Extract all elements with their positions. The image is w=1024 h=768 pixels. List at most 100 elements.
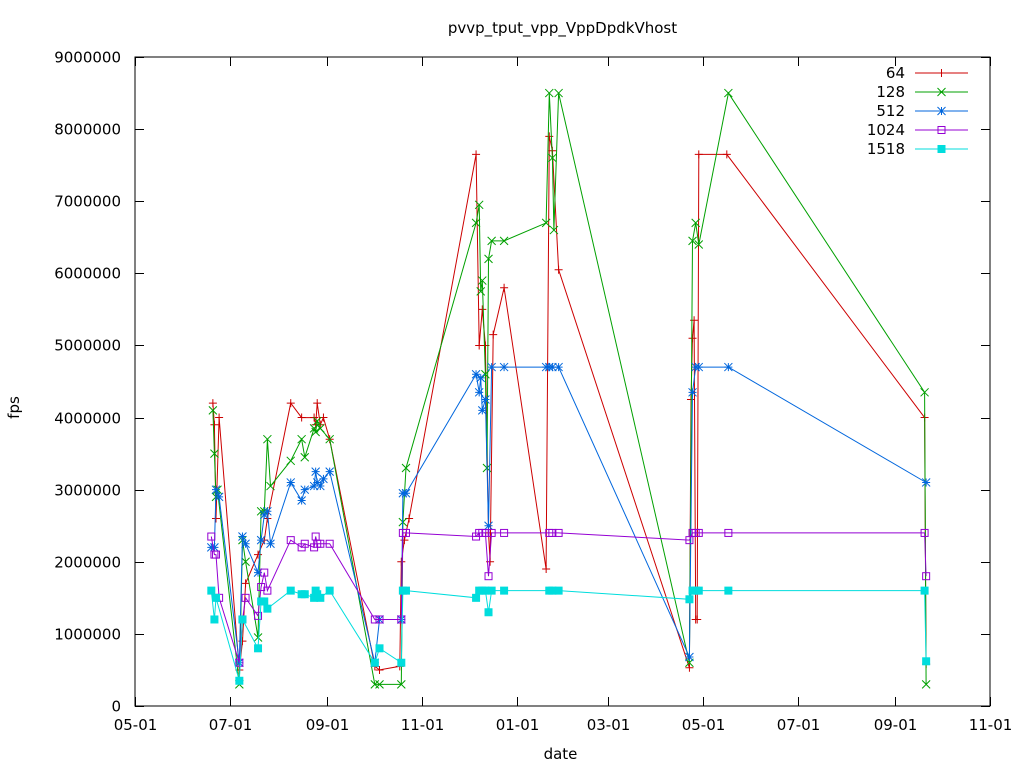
data-point: [471, 218, 481, 228]
data-point: [474, 200, 484, 210]
y-tick-label: 0: [111, 698, 121, 716]
data-point: [397, 615, 406, 624]
legend-marker-512: [937, 106, 946, 116]
data-point: [215, 413, 224, 422]
x-axis-label: date: [544, 745, 578, 763]
data-point: [542, 564, 551, 573]
data-point: [484, 572, 493, 581]
data-point: [487, 362, 496, 372]
data-point: [375, 665, 384, 674]
data-point: [685, 595, 694, 604]
data-point: [370, 615, 379, 624]
data-point: [300, 539, 309, 548]
series-line-1518: [210, 588, 927, 681]
legend-label-1024: 1024: [867, 121, 905, 139]
data-point: [688, 236, 697, 246]
data-point: [375, 644, 384, 653]
x-tick-label: 09-01: [874, 716, 918, 734]
data-point: [920, 528, 929, 537]
data-point: [397, 658, 406, 667]
data-point: [921, 478, 931, 487]
data-point: [724, 362, 733, 372]
data-point: [487, 528, 496, 537]
data-point: [266, 481, 275, 491]
data-point: [481, 395, 490, 404]
data-point: [207, 532, 216, 541]
data-point: [487, 236, 496, 246]
data-point: [477, 405, 487, 415]
y-tick-label: 4000000: [54, 410, 121, 428]
data-point: [476, 287, 486, 296]
data-point: [693, 615, 702, 624]
data-point: [241, 539, 250, 549]
data-point: [685, 663, 694, 672]
data-point: [724, 528, 733, 537]
data-point: [211, 514, 220, 523]
data-point: [313, 399, 322, 408]
data-point: [286, 536, 295, 545]
data-point: [554, 586, 563, 595]
data-point: [241, 593, 250, 602]
data-point: [688, 334, 697, 343]
legend-marker-1024: [937, 126, 946, 134]
data-point: [211, 593, 220, 602]
data-point: [685, 652, 694, 662]
series-line-1024: [210, 532, 927, 663]
data-point: [210, 615, 219, 624]
data-point: [694, 528, 703, 537]
data-point: [549, 225, 559, 235]
y-tick-label: 2000000: [54, 554, 121, 572]
data-point: [474, 387, 484, 397]
data-point: [214, 492, 224, 502]
data-point: [260, 597, 269, 606]
data-point: [484, 521, 493, 531]
data-point: [315, 481, 325, 491]
data-point: [724, 88, 733, 98]
data-point: [235, 676, 244, 685]
x-tick-label: 07-01: [209, 716, 253, 734]
data-point: [370, 658, 379, 667]
data-point: [694, 150, 703, 159]
data-point: [297, 496, 306, 505]
data-point: [297, 413, 306, 422]
data-point: [484, 254, 493, 264]
data-point: [311, 427, 321, 437]
x-tick-label: 07-01: [777, 716, 821, 734]
data-point: [921, 680, 931, 689]
data-point: [325, 434, 335, 444]
legend-marker-1518: [937, 145, 946, 153]
data-point: [499, 236, 509, 246]
data-point: [920, 387, 929, 397]
data-point: [210, 543, 219, 552]
data-point: [401, 528, 410, 537]
data-point: [484, 608, 493, 617]
data-point: [375, 680, 384, 689]
data-point: [311, 467, 321, 476]
x-tick-label: 01-01: [496, 716, 540, 734]
data-point: [401, 488, 411, 498]
data-point: [481, 528, 490, 537]
data-point: [541, 218, 551, 228]
data-point: [316, 593, 325, 602]
data-point: [544, 88, 554, 98]
data-point: [472, 593, 481, 602]
data-point: [254, 550, 263, 559]
data-point: [208, 405, 218, 415]
data-point: [325, 539, 334, 548]
data-point: [922, 657, 931, 666]
plot-frame: [134, 56, 991, 707]
data-point: [400, 536, 409, 545]
data-point: [286, 399, 295, 408]
data-point: [207, 586, 216, 595]
data-point: [256, 535, 266, 545]
data-point: [235, 658, 244, 667]
data-point: [548, 362, 557, 372]
data-point: [210, 449, 219, 458]
y-tick-label: 7000000: [54, 193, 121, 211]
data-point: [922, 572, 931, 581]
data-point: [260, 568, 269, 577]
data-point: [211, 485, 221, 495]
plot-series: [206, 88, 931, 689]
